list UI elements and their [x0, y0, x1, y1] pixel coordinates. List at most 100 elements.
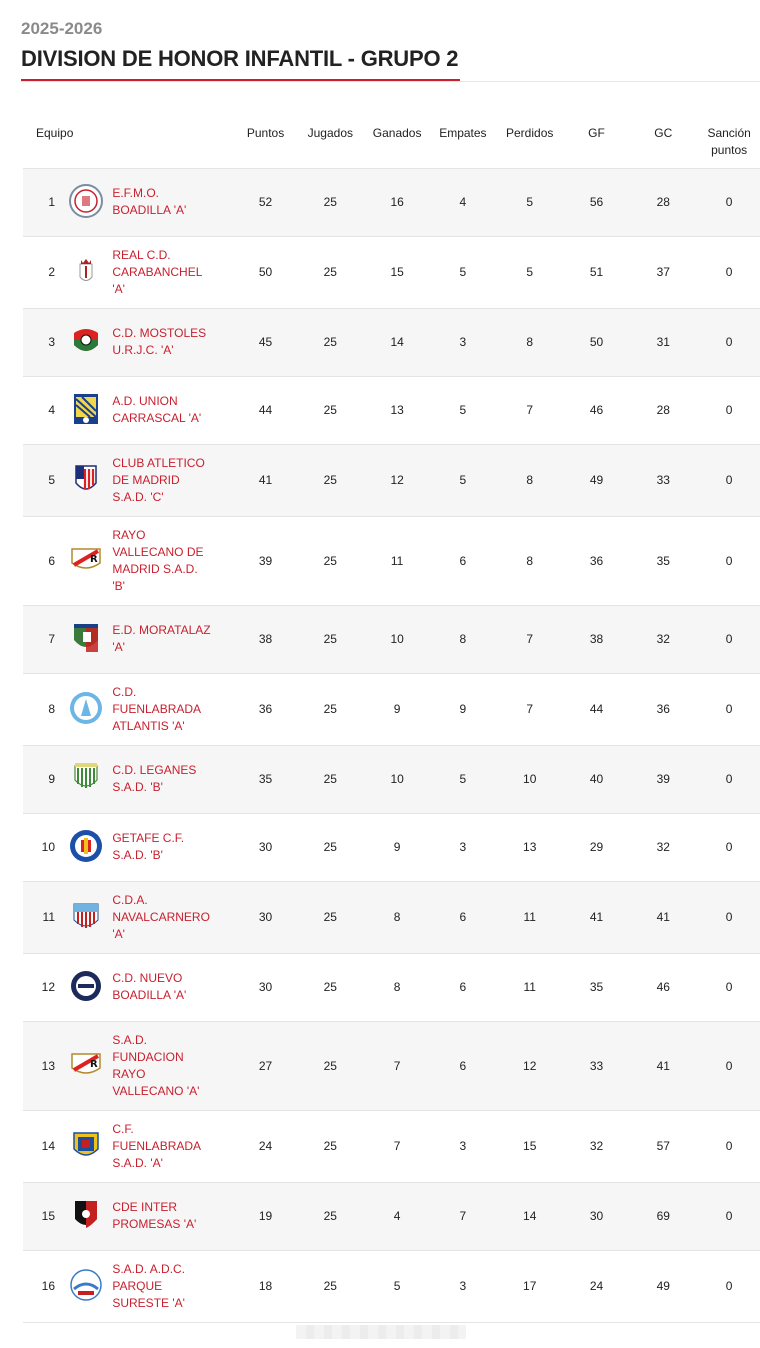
getafe-crest-icon[interactable]	[68, 828, 104, 867]
goals-against-cell: 28	[656, 403, 670, 417]
sanction-cell: 0	[725, 632, 733, 646]
won-cell: 9	[393, 702, 401, 716]
parque-sureste-crest-icon[interactable]	[68, 1267, 104, 1306]
standings-row: 3 C.D. MOSTOLES U.R.J.C. 'A' 45 25 14 3 8 50 31 0	[23, 308, 760, 376]
crest-cell	[61, 605, 110, 673]
team-link[interactable]: C.D. MOSTOLES U.R.J.C. 'A'	[112, 326, 206, 357]
standings-row: 9 C.D. LEGANES S.A.D. 'B' 35 25 10 5 10 40 39 0	[23, 745, 760, 813]
team-link[interactable]: S.A.D. FUNDACION RAYO VALLECANO 'A'	[112, 1033, 199, 1098]
played-cell: 25	[323, 473, 337, 487]
moratalaz-shield-crest-icon[interactable]	[68, 620, 104, 659]
crowned-shield-crest-icon[interactable]	[68, 253, 104, 292]
column-header-points[interactable]: Puntos	[246, 126, 285, 140]
red-green-ball-crest-icon[interactable]	[68, 323, 104, 362]
team-link[interactable]: E.F.M.O. BOADILLA 'A'	[112, 186, 186, 217]
team-link[interactable]: GETAFE C.F. S.A.D. 'B'	[112, 831, 184, 862]
team-link[interactable]: C.F. FUENLABRADA S.A.D. 'A'	[112, 1122, 201, 1170]
team-cell: S.A.D. A.D.C. PARQUE SURESTE 'A'	[110, 1250, 233, 1322]
drawn-cell: 5	[459, 265, 467, 279]
team-link[interactable]: C.D. FUENLABRADA ATLANTIS 'A'	[112, 685, 201, 733]
won-cell: 7	[393, 1139, 401, 1153]
goals-against-cell: 41	[656, 1058, 670, 1073]
drawn-cell: 6	[459, 910, 467, 924]
red-black-shield-crest-icon[interactable]	[68, 1197, 104, 1236]
crest-cell	[61, 308, 110, 376]
team-name-line: ATLANTIS 'A'	[112, 718, 185, 733]
goals-for-cell: 32	[589, 1139, 604, 1153]
team-name-line: FUENLABRADA	[112, 701, 202, 716]
team-link[interactable]: CDE INTER PROMESAS 'A'	[112, 1200, 196, 1231]
lost-cell: 14	[523, 1209, 537, 1223]
crest-cell	[61, 236, 110, 308]
played-cell: 25	[323, 195, 337, 209]
goals-for-cell: 50	[589, 335, 604, 349]
light-blue-round-crest-icon[interactable]	[68, 690, 104, 729]
column-header-played[interactable]: Jugados	[307, 126, 353, 140]
round-crest-white-icon[interactable]	[68, 183, 104, 222]
team-link[interactable]: CLUB ATLETICO DE MADRID S.A.D. 'C'	[112, 456, 204, 504]
drawn-cell: 3	[459, 840, 467, 854]
won-cell: 9	[393, 840, 401, 854]
played-cell: 25	[323, 1279, 337, 1293]
team-link[interactable]: A.D. UNION CARRASCAL 'A'	[112, 394, 201, 425]
team-cell: E.D. MORATALAZ 'A'	[110, 605, 233, 673]
position-cell: 7	[48, 632, 56, 646]
played-cell: 25	[323, 702, 337, 716]
crest-cell	[61, 813, 110, 881]
team-name-line: MADRID S.A.D.	[112, 561, 198, 576]
team-link[interactable]: E.D. MORATALAZ 'A'	[112, 623, 210, 654]
horizontal-scrollbar[interactable]	[296, 1325, 466, 1339]
team-name-line: RAYO	[112, 527, 146, 542]
team-name-line: A.D. UNION	[112, 394, 178, 408]
played-cell: 25	[323, 335, 337, 349]
blue-striped-crest-icon[interactable]	[68, 391, 104, 430]
column-header-gf[interactable]: GF	[588, 126, 605, 140]
goals-against-cell: 41	[656, 910, 670, 924]
rayo-crest-icon[interactable]: R	[68, 541, 104, 580]
team-link[interactable]: C.D. NUEVO BOADILLA 'A'	[112, 971, 186, 1002]
navy-round-crest-icon[interactable]	[68, 968, 104, 1007]
points-cell: 19	[258, 1209, 273, 1223]
standings-row: 7 E.D. MORATALAZ 'A' 38 25 10 8 7 38 32 0	[23, 605, 760, 673]
goals-against-cell: 36	[656, 702, 670, 716]
points-cell: 24	[258, 1139, 273, 1153]
goals-for-cell: 36	[589, 553, 604, 568]
team-name-line: C.D.A.	[112, 892, 148, 907]
crest-cell	[61, 881, 110, 953]
points-cell: 39	[258, 553, 273, 568]
column-header-sanction[interactable]: Sanción puntos	[698, 102, 760, 168]
atletico-crest-icon[interactable]	[68, 461, 104, 500]
crest-cell	[61, 953, 110, 1021]
drawn-cell: 5	[459, 403, 467, 417]
crest-cell	[61, 444, 110, 516]
crest-cell: R	[61, 516, 110, 605]
goals-against-cell: 69	[656, 1209, 670, 1223]
column-header-won[interactable]: Ganados	[372, 126, 422, 140]
team-name-line: NAVALCARNERO	[112, 909, 210, 924]
position-cell: 1	[48, 195, 56, 209]
column-header-gc[interactable]: GC	[654, 126, 673, 140]
team-name-line: 'A'	[112, 281, 125, 296]
goals-against-cell: 32	[656, 840, 670, 854]
column-header-team[interactable]: Equipo	[36, 126, 74, 140]
column-header-drawn[interactable]: Empates	[439, 126, 487, 140]
team-link[interactable]: REAL C.D. CARABANCHEL 'A'	[112, 248, 202, 296]
leganes-crest-icon[interactable]	[68, 760, 104, 799]
sanction-cell: 0	[725, 265, 733, 279]
goals-against-cell: 32	[656, 632, 670, 646]
position-cell: 11	[42, 910, 56, 924]
sanction-cell: 0	[725, 702, 733, 716]
team-link[interactable]: C.D.A. NAVALCARNERO 'A'	[112, 893, 210, 941]
team-name-line: S.A.D. 'B'	[112, 780, 163, 794]
won-cell: 5	[393, 1279, 401, 1293]
fuenlabrada-crest-icon[interactable]	[68, 1127, 104, 1166]
team-name-line: CLUB ATLETICO	[112, 455, 205, 470]
navalcarnero-crest-icon[interactable]	[68, 898, 104, 937]
team-link[interactable]: S.A.D. A.D.C. PARQUE SURESTE 'A'	[112, 1262, 185, 1310]
team-cell: S.A.D. FUNDACION RAYO VALLECANO 'A'	[110, 1021, 233, 1110]
column-header-lost[interactable]: Perdidos	[506, 126, 554, 140]
played-cell: 25	[323, 1058, 337, 1073]
rayo-crest-icon[interactable]: R	[68, 1046, 104, 1085]
team-link[interactable]: C.D. LEGANES S.A.D. 'B'	[112, 763, 196, 794]
team-link[interactable]: RAYO VALLECANO DE MADRID S.A.D. 'B'	[112, 528, 203, 593]
